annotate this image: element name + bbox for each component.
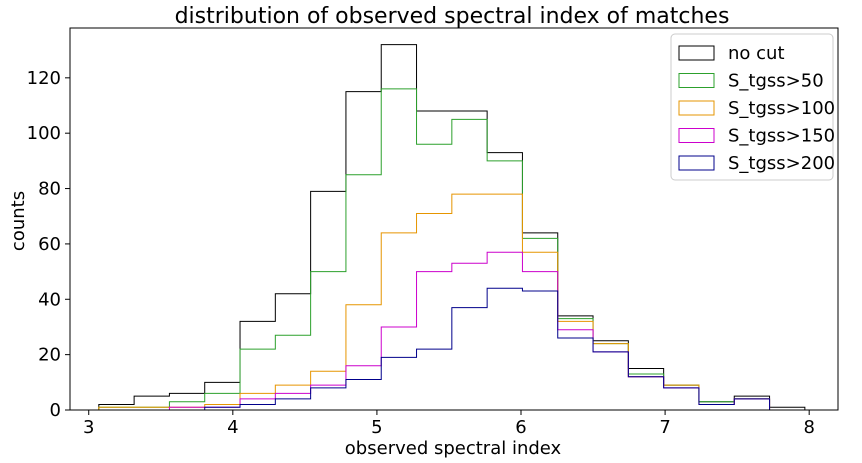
y-tick-label: 20 xyxy=(38,345,61,366)
legend-label-3: S_tgss>150 xyxy=(728,126,835,147)
legend-swatch-1 xyxy=(678,73,715,88)
legend-label-2: S_tgss>100 xyxy=(728,98,835,119)
legend-swatch-0 xyxy=(678,45,715,61)
legend-box xyxy=(670,33,834,181)
y-tick-label: 40 xyxy=(38,289,61,310)
legend-label-4: S_tgss>200 xyxy=(728,153,835,174)
x-tick-label: 5 xyxy=(371,417,382,438)
x-axis-label: observed spectral index xyxy=(345,438,562,459)
series-step-4 xyxy=(98,287,805,411)
legend: no cut S_tgss>50 S_tgss>100 S_tgss>150 S_tgs… xyxy=(670,33,835,181)
y-axis-label: counts xyxy=(8,191,29,251)
y-tick-label: 100 xyxy=(27,123,61,144)
legend-label-0: no cut xyxy=(728,43,785,64)
x-tick-label: 8 xyxy=(803,417,814,438)
y-tick-label: 0 xyxy=(50,400,61,421)
legend-swatch-4 xyxy=(678,155,715,171)
y-tick-label: 120 xyxy=(27,68,61,89)
x-tick-label: 3 xyxy=(83,417,94,438)
x-tick-label: 7 xyxy=(659,417,670,438)
x-tick-label: 4 xyxy=(227,417,238,438)
x-tick-label: 6 xyxy=(515,417,526,438)
series-step-2 xyxy=(98,193,805,411)
legend-swatch-2 xyxy=(678,100,715,116)
axes-frame xyxy=(69,27,839,411)
y-tick-label: 60 xyxy=(38,234,61,255)
y-tick-label: 80 xyxy=(38,179,61,200)
legend-label-1: S_tgss>50 xyxy=(728,71,824,92)
chart-title: distribution of observed spectral index … xyxy=(175,4,730,29)
legend-swatch-3 xyxy=(678,128,715,143)
